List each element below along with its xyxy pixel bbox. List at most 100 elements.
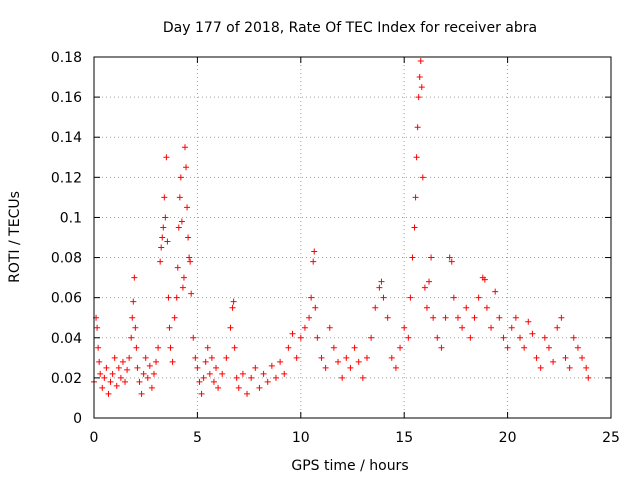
data-point [401, 324, 408, 331]
data-point [277, 358, 284, 365]
data-point [190, 334, 197, 341]
data-point [184, 204, 191, 211]
data-point [167, 344, 174, 351]
data-point [481, 276, 488, 283]
data-point [155, 344, 162, 351]
data-point [318, 354, 325, 361]
data-point [355, 358, 362, 365]
data-point [235, 384, 242, 391]
data-point [297, 334, 304, 341]
data-point [179, 284, 186, 291]
data-point [306, 314, 313, 321]
data-point [492, 288, 499, 295]
data-point [308, 294, 315, 301]
data-point [196, 378, 203, 385]
data-point [202, 358, 209, 365]
data-point [463, 304, 470, 311]
data-point [144, 374, 151, 381]
data-point [96, 358, 103, 365]
data-point [219, 370, 226, 377]
y-tick-label: 0.06 [51, 291, 82, 307]
data-point [423, 304, 430, 311]
data-point [119, 358, 126, 365]
data-point [160, 224, 167, 231]
data-point [101, 374, 108, 381]
data-point [105, 390, 112, 397]
data-point [173, 294, 180, 301]
data-point [122, 378, 129, 385]
data-point [347, 364, 354, 371]
data-point [142, 354, 149, 361]
plot-frame [93, 56, 612, 419]
data-point [483, 304, 490, 311]
data-point [178, 218, 185, 225]
data-point [438, 344, 445, 351]
x-tick-label: 25 [602, 430, 620, 446]
y-tick-label: 0.08 [51, 251, 82, 267]
data-point [124, 366, 131, 373]
data-point [99, 384, 106, 391]
data-point [417, 58, 424, 65]
y-tick-label: 0.14 [51, 130, 82, 146]
data-point [188, 290, 195, 297]
data-point [409, 254, 416, 261]
data-point [130, 298, 137, 305]
data-point [171, 314, 178, 321]
data-point [310, 258, 317, 265]
data-point [264, 378, 271, 385]
data-point [194, 364, 201, 371]
y-tick-label: 0.04 [51, 331, 82, 347]
chart-title: Day 177 of 2018, Rate Of TEC Index for r… [163, 20, 537, 36]
x-tick-label: 15 [395, 430, 413, 446]
data-point [128, 334, 135, 341]
data-point [363, 354, 370, 361]
data-point [94, 324, 101, 331]
data-point [293, 354, 300, 361]
data-point [157, 258, 164, 265]
data-point [418, 84, 425, 91]
data-point [175, 224, 182, 231]
data-point [454, 314, 461, 321]
data-point [169, 358, 176, 365]
data-point [380, 294, 387, 301]
x-axis-title: GPS time / hours [291, 458, 408, 474]
axis-ticks [93, 56, 612, 419]
data-point [111, 354, 118, 361]
data-point [388, 354, 395, 361]
grid-lines [94, 57, 611, 418]
data-point [113, 382, 120, 389]
data-point [314, 334, 321, 341]
data-point [138, 390, 145, 397]
data-point [351, 344, 358, 351]
data-point [281, 370, 288, 377]
data-point [163, 154, 170, 161]
data-point [260, 370, 267, 377]
data-point [134, 364, 141, 371]
data-point [176, 194, 183, 201]
data-point [129, 314, 136, 321]
data-point [198, 390, 205, 397]
data-point [180, 274, 187, 281]
data-point [162, 214, 169, 221]
data-point [200, 374, 207, 381]
data-point [430, 314, 437, 321]
y-tick-label: 0.12 [51, 170, 82, 186]
data-point [153, 358, 160, 365]
x-tick-label: 5 [193, 430, 202, 446]
data-point [330, 344, 337, 351]
data-point [343, 354, 350, 361]
data-point [206, 370, 213, 377]
data-point [140, 370, 147, 377]
data-point [376, 284, 383, 291]
y-tick-label: 0 [73, 411, 82, 427]
data-point [131, 274, 138, 281]
data-point [541, 334, 548, 341]
data-point [272, 374, 279, 381]
data-point [132, 324, 139, 331]
data-point [204, 344, 211, 351]
data-point [533, 354, 540, 361]
x-tick-labels: 0 5 10 15 20 25 [90, 430, 620, 446]
data-point [574, 344, 581, 351]
data-point [392, 364, 399, 371]
data-point [183, 164, 190, 171]
